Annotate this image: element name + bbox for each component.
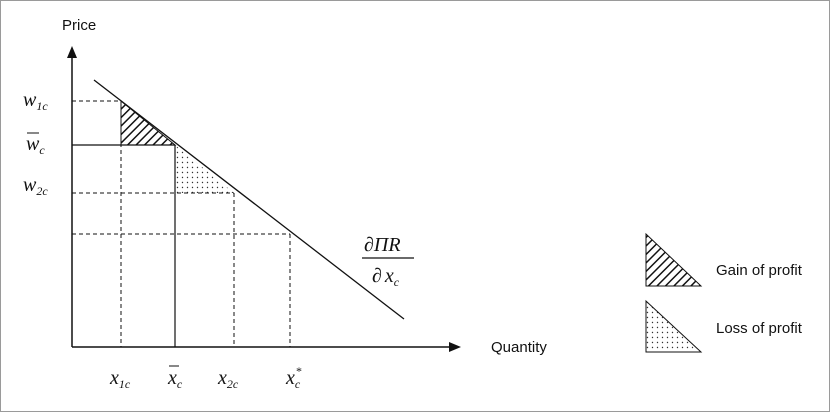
curve-label-denominator: ∂ xc — [372, 265, 400, 289]
curve-label-numerator: ∂ΠR — [364, 234, 401, 256]
legend-loss-label: Loss of profit — [716, 320, 803, 337]
legend-loss-swatch — [645, 299, 703, 353]
x1c-label: x1c — [109, 367, 131, 391]
y-axis-arrow — [67, 46, 77, 58]
loss-of-profit-area — [175, 145, 234, 193]
xbar-label: xc — [167, 367, 183, 391]
w1c-label: w1c — [23, 89, 48, 113]
marginal-revenue-curve — [93, 79, 405, 320]
y-axis-label: Price — [62, 17, 96, 34]
x-axis-arrow — [449, 342, 461, 352]
xstar-superscript: * — [296, 364, 302, 378]
legend-gain-label: Gain of profit — [716, 262, 803, 279]
w2c-label: w2c — [23, 174, 48, 198]
x2c-label: x2c — [217, 367, 239, 391]
xstar-label: xc — [285, 367, 301, 391]
wbar-label: wc — [26, 133, 45, 157]
legend-gain-swatch — [645, 232, 703, 287]
x-axis-label: Quantity — [491, 339, 547, 356]
